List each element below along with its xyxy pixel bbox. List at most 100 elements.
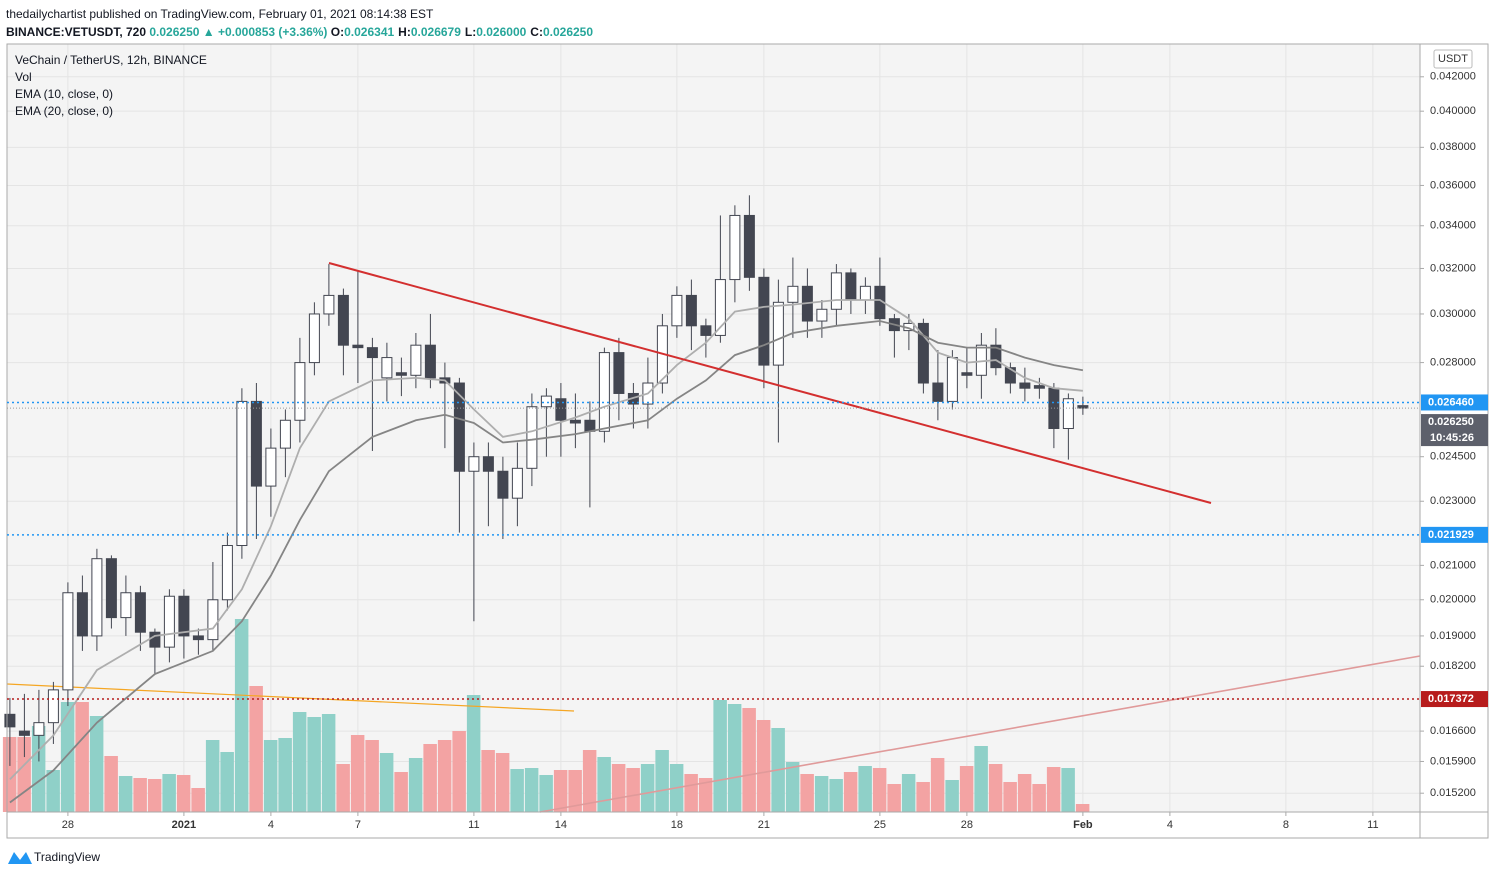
y-tick-label: 0.028000 (1430, 356, 1476, 368)
volume-bar (626, 768, 640, 812)
candle-body (830, 272, 842, 310)
candle-body (120, 592, 132, 619)
volume-bar (89, 716, 104, 812)
volume-bar (365, 740, 379, 812)
volume-bar (495, 753, 510, 812)
candle-body (497, 470, 509, 499)
x-tick-label: 21 (758, 819, 770, 831)
price: 0.026250 (149, 25, 200, 39)
volume-bar (1017, 774, 1032, 812)
volume-bar (524, 768, 539, 812)
volume-bar (974, 746, 988, 812)
footer: TradingView (34, 850, 100, 864)
volume-bar (568, 770, 582, 812)
volume-bar (234, 619, 249, 812)
x-tick-label: 25 (874, 819, 886, 831)
volume-bar (930, 758, 945, 812)
legend-title: VeChain / TetherUS, 12h, BINANCE (15, 53, 207, 67)
volume-bar (350, 735, 365, 812)
volume-bar (205, 740, 220, 812)
legend-entry: EMA (20, close, 0) (15, 104, 113, 118)
y-tick-label: 0.018200 (1430, 660, 1476, 672)
ohlc-value: 0.026250 (542, 25, 594, 39)
candle-body (424, 344, 436, 379)
volume-bar (800, 774, 814, 812)
candle-body (555, 398, 567, 421)
ohlc-value: 0.026679 (410, 25, 461, 39)
volume-bar (1003, 782, 1017, 812)
volume-bar (887, 784, 901, 812)
candle-body (584, 419, 596, 432)
price-tag (1421, 394, 1488, 411)
volume-bar (452, 731, 466, 812)
volume-bar (2, 737, 17, 812)
ohlc-value: 0.026000 (476, 25, 527, 39)
candle-body (76, 592, 88, 637)
candle-body (453, 382, 465, 472)
candle-body (91, 558, 103, 637)
candle-body (685, 294, 697, 327)
y-tick-label: 0.040000 (1430, 105, 1476, 117)
price-tag (1421, 526, 1488, 543)
candle-body (671, 294, 683, 327)
candle-body (932, 382, 944, 402)
volume-bar (510, 769, 524, 812)
plot-background (7, 44, 1420, 812)
x-tick-label: 7 (355, 819, 361, 831)
candle-body (787, 285, 799, 303)
volume-bar (60, 702, 75, 812)
y-tick-label: 0.024500 (1430, 451, 1476, 463)
candle-body (569, 419, 581, 424)
volume-bar (379, 753, 394, 812)
volume-bar (655, 750, 669, 812)
volume-bar (756, 720, 771, 812)
volume-bar (843, 772, 858, 812)
volume-bar (727, 704, 742, 812)
volume-bar (684, 774, 698, 812)
symbol-line: BINANCE:VETUSDT, 720 0.026250 ▲ +0.00085… (6, 23, 597, 41)
candle-body (221, 545, 233, 601)
candle-body (990, 344, 1002, 369)
volume-bar (118, 776, 133, 812)
candle-body (265, 447, 277, 487)
candle-body (946, 357, 958, 402)
volume-bar (1075, 804, 1090, 812)
y-tick-label: 0.023000 (1430, 495, 1476, 507)
volume-bar (46, 770, 60, 812)
ohlc-label: L: (464, 25, 477, 39)
candle-body (758, 276, 770, 366)
candle-body (47, 689, 59, 724)
volume-bar (147, 779, 162, 812)
header: thedailychartist published on TradingVie… (6, 5, 597, 41)
trend-line (539, 655, 1421, 813)
volume-bar (423, 744, 437, 812)
ohlc-label: H: (398, 25, 411, 39)
candle-body (18, 730, 30, 736)
candle-body (859, 285, 871, 301)
volume-bar (959, 766, 974, 812)
trend-line (328, 262, 1212, 504)
candle-body (917, 322, 929, 384)
volume-bar (249, 686, 263, 812)
volume-bar (292, 712, 307, 812)
y-tick-label: 0.015900 (1430, 755, 1476, 767)
candle-body (236, 400, 248, 547)
volume-bar (466, 695, 481, 812)
candle-body (961, 372, 973, 376)
candle-body (1019, 382, 1031, 389)
x-tick-label: 4 (268, 819, 274, 831)
candle-body (511, 467, 523, 499)
ema-line (9, 299, 1083, 781)
change: ▲ +0.000853 (+3.36%) (202, 25, 328, 39)
price-tag (1421, 691, 1488, 708)
candle-body (482, 456, 494, 472)
candle-body (816, 308, 828, 322)
candle-body (1033, 385, 1045, 389)
volume-bar (872, 768, 887, 812)
x-tick-label: 4 (1167, 819, 1173, 831)
volume-bar (742, 708, 756, 812)
candle-body (598, 352, 610, 432)
volume-bar (481, 750, 495, 812)
candle-body (33, 722, 45, 736)
